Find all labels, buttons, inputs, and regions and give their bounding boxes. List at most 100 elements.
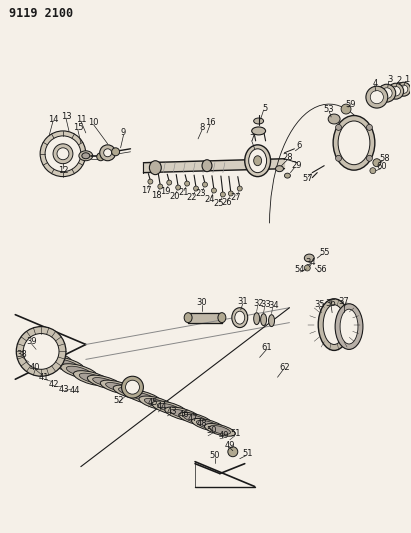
Circle shape (373, 159, 381, 167)
Ellipse shape (249, 149, 267, 173)
Text: 7: 7 (249, 134, 254, 143)
Text: 61: 61 (261, 343, 272, 352)
Ellipse shape (245, 145, 270, 176)
Ellipse shape (113, 385, 148, 399)
Circle shape (176, 185, 181, 190)
Ellipse shape (139, 396, 174, 410)
Text: 38: 38 (16, 350, 27, 359)
Text: 20: 20 (169, 192, 180, 201)
Ellipse shape (323, 305, 345, 344)
Ellipse shape (370, 91, 383, 104)
Ellipse shape (304, 254, 314, 262)
Circle shape (229, 191, 233, 196)
Text: 40: 40 (30, 363, 40, 372)
Text: 59: 59 (346, 100, 356, 109)
Ellipse shape (254, 156, 262, 166)
Ellipse shape (391, 86, 400, 96)
Ellipse shape (275, 166, 284, 172)
Ellipse shape (252, 127, 266, 135)
Polygon shape (143, 159, 284, 173)
Ellipse shape (333, 116, 375, 170)
Ellipse shape (122, 376, 143, 398)
Text: 12: 12 (58, 166, 68, 175)
Ellipse shape (254, 118, 263, 124)
Ellipse shape (48, 357, 84, 372)
Text: 50: 50 (210, 451, 220, 460)
Text: 24: 24 (205, 195, 215, 204)
Ellipse shape (261, 314, 267, 326)
Text: 50: 50 (207, 426, 217, 435)
Circle shape (203, 182, 208, 187)
Text: 15: 15 (73, 124, 83, 132)
Ellipse shape (132, 392, 155, 402)
Text: 54: 54 (294, 265, 305, 274)
Ellipse shape (39, 352, 67, 362)
Text: 2: 2 (396, 76, 401, 85)
Ellipse shape (79, 151, 93, 161)
Ellipse shape (66, 366, 91, 376)
Text: 33: 33 (260, 300, 271, 309)
Text: 18: 18 (151, 191, 162, 200)
Text: 9: 9 (121, 128, 126, 138)
Ellipse shape (378, 84, 396, 102)
Text: 34: 34 (268, 301, 279, 310)
Ellipse shape (82, 153, 90, 159)
Ellipse shape (157, 403, 181, 413)
Text: 34: 34 (305, 257, 316, 266)
Text: 3: 3 (387, 75, 393, 84)
Ellipse shape (57, 148, 69, 160)
Circle shape (367, 124, 372, 131)
Text: 56: 56 (316, 265, 326, 274)
Circle shape (211, 188, 217, 193)
Ellipse shape (184, 313, 192, 322)
Text: 36: 36 (326, 299, 337, 308)
Text: 4: 4 (372, 79, 377, 88)
Ellipse shape (340, 309, 358, 344)
Ellipse shape (205, 424, 236, 436)
Ellipse shape (218, 313, 226, 322)
Circle shape (97, 153, 105, 161)
Text: 62: 62 (279, 363, 290, 372)
Text: 21: 21 (178, 188, 188, 197)
Ellipse shape (23, 334, 59, 369)
Ellipse shape (388, 83, 404, 99)
Text: 29: 29 (291, 161, 302, 170)
Circle shape (367, 155, 372, 161)
Circle shape (335, 155, 342, 161)
Text: 51: 51 (231, 430, 241, 438)
Ellipse shape (328, 114, 340, 124)
Text: 51: 51 (242, 449, 253, 458)
Ellipse shape (53, 359, 79, 369)
Text: 52: 52 (113, 395, 124, 405)
Ellipse shape (165, 407, 199, 421)
Text: 32: 32 (253, 299, 264, 308)
Text: 22: 22 (187, 193, 197, 202)
Text: 6: 6 (297, 141, 302, 150)
Ellipse shape (335, 304, 363, 350)
Ellipse shape (254, 313, 260, 325)
Circle shape (335, 124, 342, 131)
Ellipse shape (16, 327, 66, 376)
Text: 60: 60 (376, 162, 387, 171)
Ellipse shape (170, 409, 194, 418)
Text: 48: 48 (197, 419, 207, 429)
Text: 10: 10 (88, 118, 99, 127)
Ellipse shape (100, 380, 135, 394)
Ellipse shape (45, 136, 81, 172)
Circle shape (185, 181, 189, 186)
Text: 8: 8 (199, 124, 205, 132)
Ellipse shape (92, 377, 117, 387)
Text: 58: 58 (379, 154, 390, 163)
Text: 27: 27 (231, 193, 241, 202)
Circle shape (148, 179, 153, 184)
Ellipse shape (318, 299, 350, 350)
Ellipse shape (232, 308, 248, 328)
Circle shape (237, 186, 242, 191)
Text: 13: 13 (61, 111, 71, 120)
Text: 44: 44 (157, 401, 168, 410)
Ellipse shape (144, 399, 169, 408)
Ellipse shape (74, 370, 110, 386)
Text: 35: 35 (314, 300, 325, 309)
Ellipse shape (235, 311, 245, 324)
Text: 1: 1 (404, 75, 409, 84)
